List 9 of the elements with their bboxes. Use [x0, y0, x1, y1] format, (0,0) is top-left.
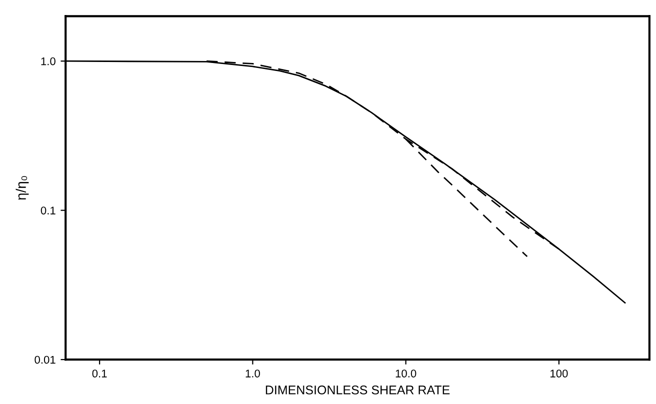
x-tick-label: 100 [550, 370, 568, 378]
x-tick-label: 1.0 [246, 370, 260, 378]
y-tick-label: 0.01 [34, 356, 56, 364]
x-axis-title: DIMENSIONLESS SHEAR RATE [266, 386, 450, 394]
x-tick-label: 10.0 [396, 370, 416, 378]
y-tick-label: 1.0 [41, 57, 56, 66]
y-tick-label: 0.1 [40, 206, 56, 214]
y-axis-title: η/η₀ [16, 176, 29, 200]
x-tick-label: 0.1 [92, 370, 107, 378]
